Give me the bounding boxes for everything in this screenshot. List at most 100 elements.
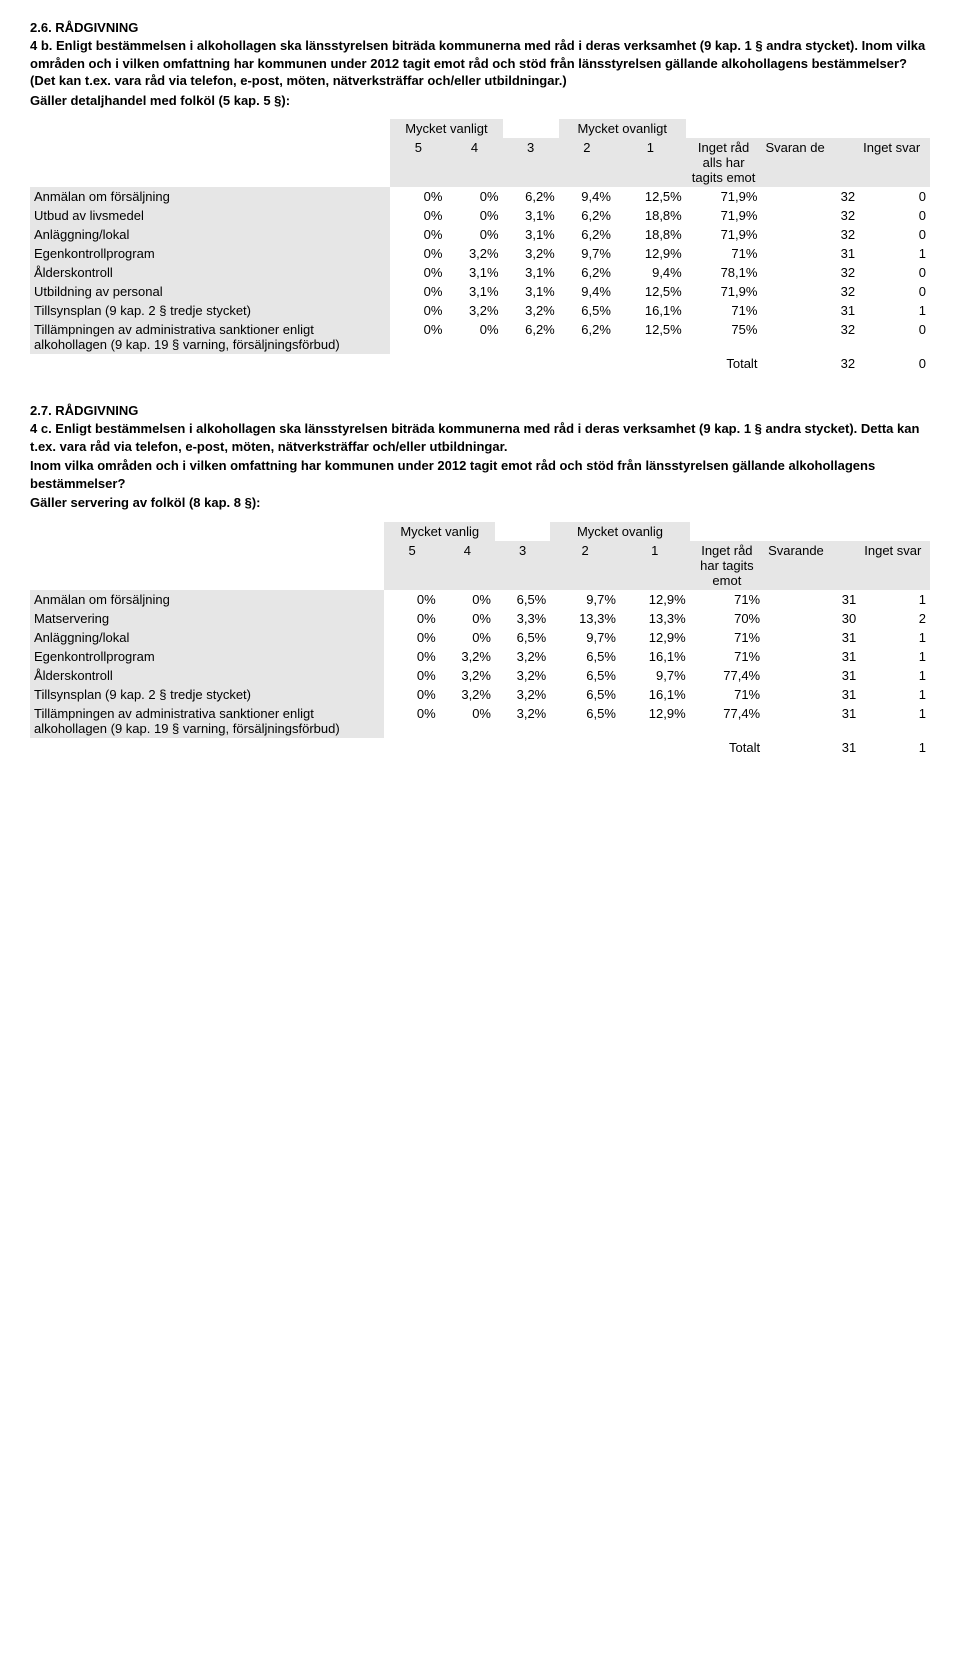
cell: 0 bbox=[859, 263, 930, 282]
table-row: Anläggning/lokal0%0%6,5%9,7%12,9%71%311 bbox=[30, 628, 930, 647]
cell: 77,4% bbox=[690, 704, 764, 738]
cell: 71,9% bbox=[686, 225, 762, 244]
cell: 0% bbox=[390, 263, 446, 282]
cell: 3,2% bbox=[495, 685, 550, 704]
total-row-1: Totalt 32 0 bbox=[30, 354, 930, 373]
cell: 3,2% bbox=[446, 301, 502, 320]
row-label: Tillsynsplan (9 kap. 2 § tredje stycket) bbox=[30, 685, 384, 704]
cell: 1 bbox=[859, 301, 930, 320]
table-row: Tillämpningen av administrativa sanktion… bbox=[30, 320, 930, 354]
hdr-4: 4 bbox=[446, 138, 502, 187]
table-2-7: Mycket vanlig Mycket ovanlig 5 4 3 2 1 I… bbox=[30, 522, 930, 757]
cell: 31 bbox=[764, 590, 860, 609]
cell: 71% bbox=[690, 590, 764, 609]
cell: 31 bbox=[761, 301, 859, 320]
cell: 3,3% bbox=[495, 609, 550, 628]
cell: 13,3% bbox=[550, 609, 620, 628]
cell: 3,2% bbox=[446, 244, 502, 263]
para-2-6-b: Gäller detaljhandel med folköl (5 kap. 5… bbox=[30, 92, 930, 110]
hdr2-4: 4 bbox=[440, 541, 495, 590]
cell: 31 bbox=[764, 685, 860, 704]
row-label: Egenkontrollprogram bbox=[30, 244, 390, 263]
cell: 32 bbox=[761, 282, 859, 301]
table-row: Tillsynsplan (9 kap. 2 § tredje stycket)… bbox=[30, 301, 930, 320]
cell: 3,2% bbox=[503, 244, 559, 263]
hdr-mycket-ovanlig: Mycket ovanlig bbox=[550, 522, 689, 541]
cell: 32 bbox=[761, 187, 859, 206]
cell: 6,2% bbox=[559, 263, 615, 282]
cell: 0% bbox=[390, 282, 446, 301]
cell: 1 bbox=[859, 244, 930, 263]
cell: 71% bbox=[690, 647, 764, 666]
table-row: Anmälan om försäljning0%0%6,5%9,7%12,9%7… bbox=[30, 590, 930, 609]
cell: 71,9% bbox=[686, 206, 762, 225]
total-b-2: 1 bbox=[860, 738, 930, 757]
cell: 6,5% bbox=[550, 704, 620, 738]
section-2-7: 2.7. RÅDGIVNING 4 c. Enligt bestämmelsen… bbox=[30, 403, 930, 757]
cell: 12,9% bbox=[615, 244, 686, 263]
total-row-2: Totalt 31 1 bbox=[30, 738, 930, 757]
cell: 3,2% bbox=[440, 666, 495, 685]
cell: 18,8% bbox=[615, 206, 686, 225]
hdr2-inget: Inget råd har tagits emot bbox=[690, 541, 764, 590]
cell: 0 bbox=[859, 282, 930, 301]
cell: 0 bbox=[859, 187, 930, 206]
hdr2-3: 3 bbox=[495, 541, 550, 590]
table-row: Egenkontrollprogram0%3,2%3,2%6,5%16,1%71… bbox=[30, 647, 930, 666]
cell: 6,2% bbox=[559, 225, 615, 244]
row-label: Ålderskontroll bbox=[30, 263, 390, 282]
cell: 6,5% bbox=[495, 590, 550, 609]
cell: 71,9% bbox=[686, 282, 762, 301]
cell: 3,1% bbox=[503, 225, 559, 244]
cell: 12,5% bbox=[615, 320, 686, 354]
hdr-mycket-ovanligt: Mycket ovanligt bbox=[559, 119, 686, 138]
para-2-7-a: 4 c. Enligt bestämmelsen i alkohollagen … bbox=[30, 420, 930, 455]
row-label: Tillämpningen av administrativa sanktion… bbox=[30, 704, 384, 738]
cell: 6,2% bbox=[503, 187, 559, 206]
row-label: Anläggning/lokal bbox=[30, 628, 384, 647]
row-label: Anmälan om försäljning bbox=[30, 187, 390, 206]
row-label: Matservering bbox=[30, 609, 384, 628]
cell: 32 bbox=[761, 320, 859, 354]
cell: 0% bbox=[384, 666, 439, 685]
hdr2-1: 1 bbox=[620, 541, 690, 590]
cell: 0% bbox=[390, 206, 446, 225]
cell: 30 bbox=[764, 609, 860, 628]
cell: 3,1% bbox=[503, 282, 559, 301]
row-label: Anmälan om försäljning bbox=[30, 590, 384, 609]
cell: 0% bbox=[446, 225, 502, 244]
cell: 12,5% bbox=[615, 282, 686, 301]
cell: 3,1% bbox=[503, 263, 559, 282]
hdr2-nosvar: Inget svar bbox=[860, 541, 930, 590]
cell: 1 bbox=[860, 704, 930, 738]
cell: 0 bbox=[859, 225, 930, 244]
cell: 3,1% bbox=[503, 206, 559, 225]
cell: 16,1% bbox=[615, 301, 686, 320]
cell: 71,9% bbox=[686, 187, 762, 206]
table-row: Anläggning/lokal0%0%3,1%6,2%18,8%71,9%32… bbox=[30, 225, 930, 244]
cell: 0% bbox=[446, 187, 502, 206]
hdr-1: 1 bbox=[615, 138, 686, 187]
cell: 18,8% bbox=[615, 225, 686, 244]
cell: 70% bbox=[690, 609, 764, 628]
total-label-2: Totalt bbox=[30, 738, 764, 757]
hdr-2: 2 bbox=[559, 138, 615, 187]
row-label: Anläggning/lokal bbox=[30, 225, 390, 244]
cell: 3,2% bbox=[495, 647, 550, 666]
cell: 1 bbox=[860, 590, 930, 609]
total-a-1: 32 bbox=[761, 354, 859, 373]
cell: 0 bbox=[859, 206, 930, 225]
table-row: Utbud av livsmedel0%0%3,1%6,2%18,8%71,9%… bbox=[30, 206, 930, 225]
cell: 9,4% bbox=[559, 282, 615, 301]
heading-2-6: 2.6. RÅDGIVNING bbox=[30, 20, 930, 35]
table-2-6: Mycket vanligt Mycket ovanligt 5 4 3 2 1… bbox=[30, 119, 930, 373]
cell: 6,5% bbox=[550, 666, 620, 685]
cell: 78,1% bbox=[686, 263, 762, 282]
cell: 71% bbox=[686, 301, 762, 320]
section-2-6: 2.6. RÅDGIVNING 4 b. Enligt bestämmelsen… bbox=[30, 20, 930, 373]
row-label: Utbildning av personal bbox=[30, 282, 390, 301]
table-row: Utbildning av personal0%3,1%3,1%9,4%12,5… bbox=[30, 282, 930, 301]
hdr-mycket-vanligt: Mycket vanligt bbox=[390, 119, 502, 138]
row-label: Tillämpningen av administrativa sanktion… bbox=[30, 320, 390, 354]
table-row: Egenkontrollprogram0%3,2%3,2%9,7%12,9%71… bbox=[30, 244, 930, 263]
